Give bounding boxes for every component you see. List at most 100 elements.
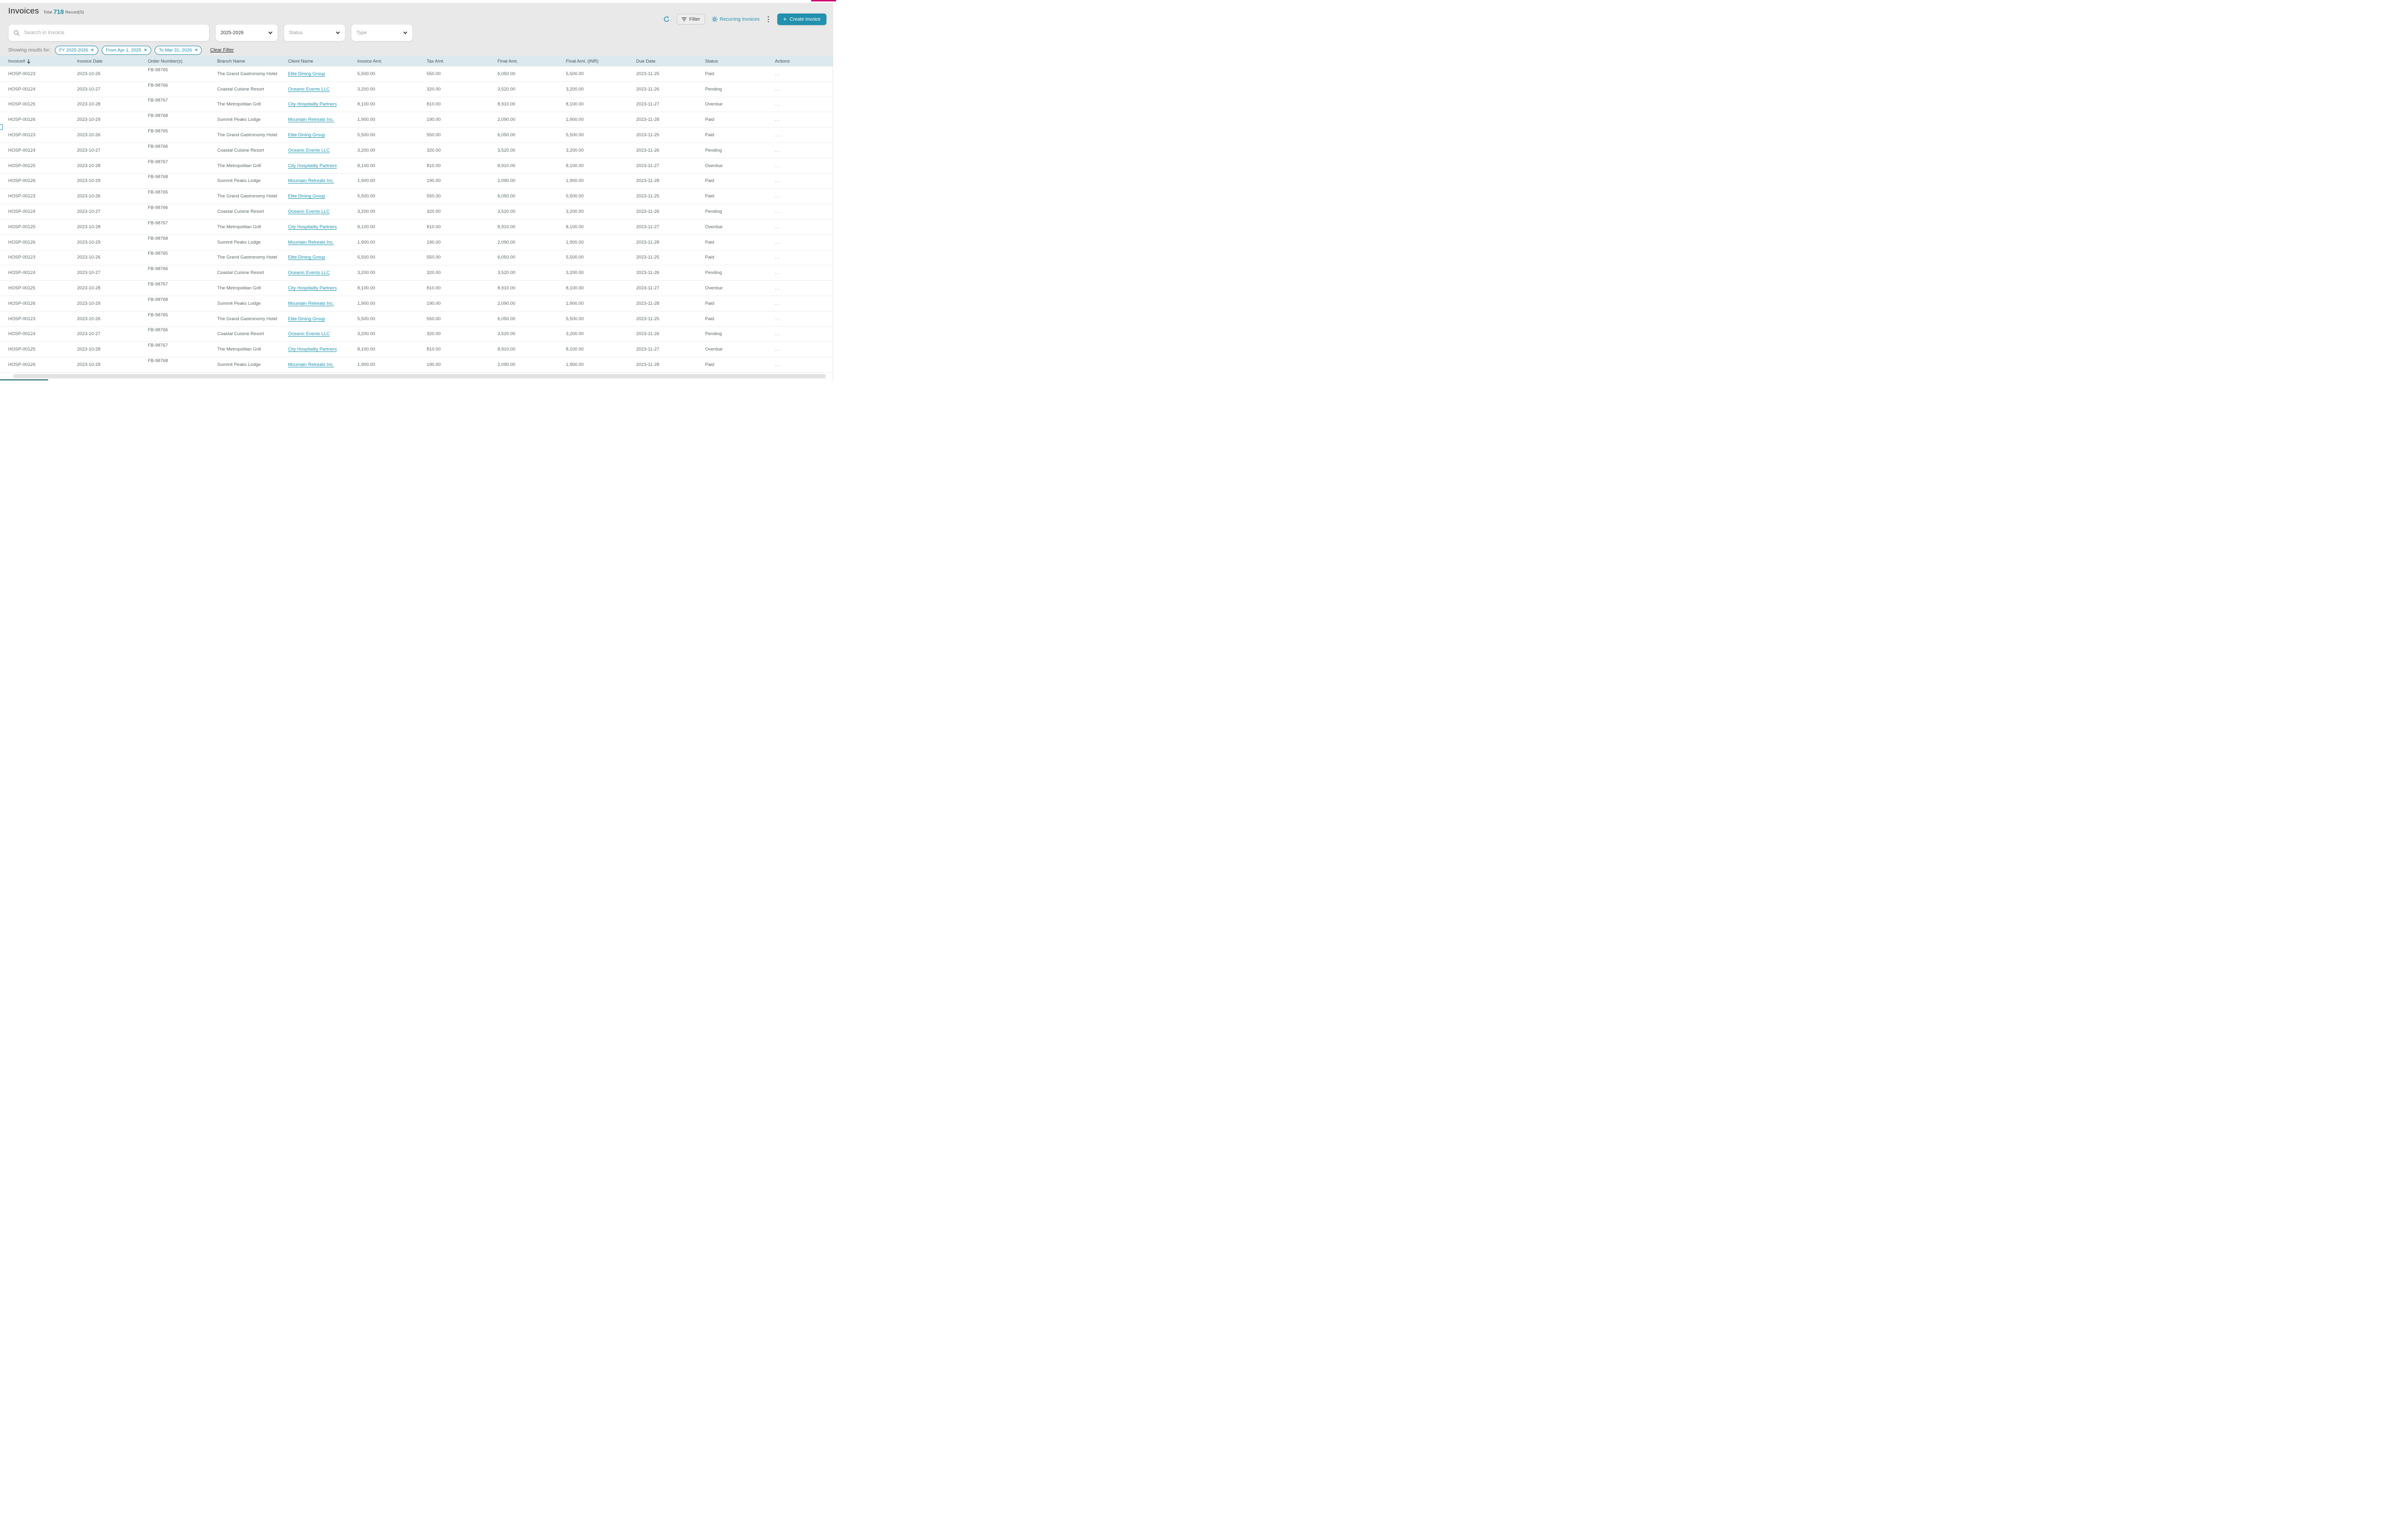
column-header-status[interactable]: Status <box>705 58 718 64</box>
client-link[interactable]: Elite Dining Group <box>288 316 326 322</box>
column-header-invoice-amt[interactable]: Invoice Amt. <box>357 58 382 64</box>
client-link[interactable]: Mountain Retreats Inc. <box>288 300 334 306</box>
cell-branch-name: Summit Peaks Lodge <box>217 117 261 123</box>
total-count: 718 <box>53 8 64 15</box>
client-link[interactable]: Oceanic Events LLC <box>288 270 330 276</box>
row-actions-button[interactable]: ... <box>775 331 781 337</box>
cell-invoice-no: HOSP-00126 <box>8 239 36 245</box>
create-invoice-button[interactable]: + Create Invoice <box>777 13 826 25</box>
client-link[interactable]: Mountain Retreats Inc. <box>288 362 334 368</box>
column-header-branch-name[interactable]: Branch Name <box>217 58 246 64</box>
table-row[interactable]: HOSP-00126 2023-10-29 FB-98768 Summit Pe… <box>0 173 836 189</box>
row-actions-button[interactable]: ... <box>775 178 781 184</box>
client-link[interactable]: Mountain Retreats Inc. <box>288 239 334 245</box>
horizontal-scrollbar[interactable] <box>0 374 833 378</box>
cell-invoice-no: HOSP-00123 <box>8 194 36 199</box>
column-header-due-date[interactable]: Due Date <box>636 58 656 64</box>
row-actions-button[interactable]: ... <box>775 147 781 153</box>
client-link[interactable]: Elite Dining Group <box>288 194 326 199</box>
close-icon[interactable]: × <box>144 47 147 53</box>
client-link[interactable]: City Hospitality Partners <box>288 163 337 169</box>
close-icon[interactable]: × <box>195 47 198 53</box>
type-dropdown[interactable]: Type <box>351 24 413 41</box>
client-link[interactable]: Oceanic Events LLC <box>288 147 330 153</box>
cell-branch-name: The Metropolitan Grill <box>217 224 261 230</box>
row-actions-button[interactable]: ... <box>775 224 781 230</box>
close-icon[interactable]: × <box>91 47 94 53</box>
filter-chip-from-date[interactable]: From Apr 1, 2025 × <box>101 46 151 55</box>
table-row[interactable]: HOSP-00125 2023-10-28 FB-98767 The Metro… <box>0 97 836 113</box>
row-actions-button[interactable]: ... <box>775 255 781 260</box>
row-actions-button[interactable]: ... <box>775 132 781 138</box>
table-row[interactable]: HOSP-00124 2023-10-27 FB-98766 Coastal C… <box>0 326 836 342</box>
row-actions-button[interactable]: ... <box>775 209 781 215</box>
cell-invoice-amt: 1,900.00 <box>357 117 375 123</box>
table-row[interactable]: HOSP-00124 2023-10-27 FB-98766 Coastal C… <box>0 81 836 97</box>
client-link[interactable]: Oceanic Events LLC <box>288 209 330 215</box>
row-actions-button[interactable]: ... <box>775 239 781 245</box>
table-row[interactable]: HOSP-00125 2023-10-28 FB-98767 The Metro… <box>0 281 836 296</box>
column-header-final-amt[interactable]: Final Amt. <box>497 58 518 64</box>
row-actions-button[interactable]: ... <box>775 286 781 291</box>
row-actions-button[interactable]: ... <box>775 362 781 368</box>
table-row[interactable]: HOSP-00126 2023-10-29 FB-98768 Summit Pe… <box>0 112 836 128</box>
client-link[interactable]: Elite Dining Group <box>288 71 326 77</box>
table-row[interactable]: HOSP-00126 2023-10-29 FB-98768 Summit Pe… <box>0 296 836 312</box>
table-row[interactable]: HOSP-00123 2023-10-26 FB-98765 The Grand… <box>0 128 836 143</box>
client-link[interactable]: Mountain Retreats Inc. <box>288 117 334 123</box>
row-actions-button[interactable]: ... <box>775 270 781 276</box>
table-row[interactable]: HOSP-00124 2023-10-27 FB-98766 Coastal C… <box>0 265 836 281</box>
column-header-invoice-no[interactable]: Invoice# <box>8 59 77 64</box>
row-actions-button[interactable]: ... <box>775 102 781 107</box>
table-row[interactable]: HOSP-00124 2023-10-27 FB-98766 Coastal C… <box>0 204 836 220</box>
recurring-invoices-link[interactable]: Recurring Invoices <box>711 16 759 22</box>
client-link[interactable]: Oceanic Events LLC <box>288 86 330 92</box>
client-link[interactable]: City Hospitality Partners <box>288 347 337 352</box>
filter-button[interactable]: Filter <box>677 14 705 25</box>
row-actions-button[interactable]: ... <box>775 86 781 92</box>
table-row[interactable]: HOSP-00124 2023-10-27 FB-98766 Coastal C… <box>0 143 836 158</box>
more-options-button[interactable] <box>766 15 771 24</box>
fiscal-year-dropdown[interactable]: 2025-2026 <box>215 24 278 41</box>
table-row[interactable]: HOSP-00125 2023-10-28 FB-98767 The Metro… <box>0 342 836 358</box>
clear-filter-link[interactable]: Clear Filter <box>210 48 234 53</box>
table-row[interactable]: HOSP-00126 2023-10-29 FB-98768 Summit Pe… <box>0 234 836 250</box>
table-row[interactable]: HOSP-00125 2023-10-28 FB-98767 The Metro… <box>0 219 836 235</box>
table-row[interactable]: HOSP-00123 2023-10-26 FB-98765 The Grand… <box>0 189 836 205</box>
search-input[interactable] <box>23 29 204 36</box>
table-row[interactable]: HOSP-00123 2023-10-26 FB-98765 The Grand… <box>0 311 836 327</box>
column-header-final-amt-inr[interactable]: Final Amt. (INR) <box>566 58 599 64</box>
cell-tax-amt: 320.00 <box>427 209 441 215</box>
filter-chip-fy[interactable]: FY 2025-2026 × <box>54 46 98 55</box>
table-row[interactable]: HOSP-00123 2023-10-26 FB-98765 The Grand… <box>0 250 836 266</box>
refresh-button[interactable] <box>663 16 670 23</box>
cell-tax-amt: 190.00 <box>427 178 441 184</box>
search-box[interactable] <box>8 24 209 41</box>
row-actions-button[interactable]: ... <box>775 300 781 306</box>
client-link[interactable]: Mountain Retreats Inc. <box>288 178 334 184</box>
row-actions-button[interactable]: ... <box>775 163 781 169</box>
table-row[interactable]: HOSP-00126 2023-10-29 FB-98768 Summit Pe… <box>0 357 836 373</box>
column-header-client-name[interactable]: Client Name <box>288 58 314 64</box>
client-link[interactable]: City Hospitality Partners <box>288 286 337 291</box>
row-actions-button[interactable]: ... <box>775 316 781 322</box>
horizontal-scrollbar-thumb[interactable] <box>13 374 825 378</box>
status-dropdown[interactable]: Status <box>284 24 345 41</box>
vertical-scrollbar[interactable] <box>833 3 836 380</box>
client-link[interactable]: Oceanic Events LLC <box>288 331 330 337</box>
row-actions-button[interactable]: ... <box>775 71 781 77</box>
client-link[interactable]: City Hospitality Partners <box>288 102 337 107</box>
cell-tax-amt: 190.00 <box>427 300 441 306</box>
table-row[interactable]: HOSP-00125 2023-10-28 FB-98767 The Metro… <box>0 158 836 174</box>
client-link[interactable]: Elite Dining Group <box>288 255 326 260</box>
row-actions-button[interactable]: ... <box>775 117 781 123</box>
column-header-invoice-date[interactable]: Invoice Date <box>77 58 103 64</box>
column-header-order-numbers[interactable]: Order Number(s) <box>148 58 183 64</box>
row-actions-button[interactable]: ... <box>775 194 781 199</box>
client-link[interactable]: Elite Dining Group <box>288 132 326 138</box>
table-row[interactable]: HOSP-00123 2023-10-26 FB-98765 The Grand… <box>0 66 836 82</box>
filter-chip-to-date[interactable]: To Mar 31, 2026 × <box>154 46 202 55</box>
client-link[interactable]: City Hospitality Partners <box>288 224 337 230</box>
column-header-tax-amt[interactable]: Tax Amt. <box>427 58 445 64</box>
row-actions-button[interactable]: ... <box>775 347 781 352</box>
